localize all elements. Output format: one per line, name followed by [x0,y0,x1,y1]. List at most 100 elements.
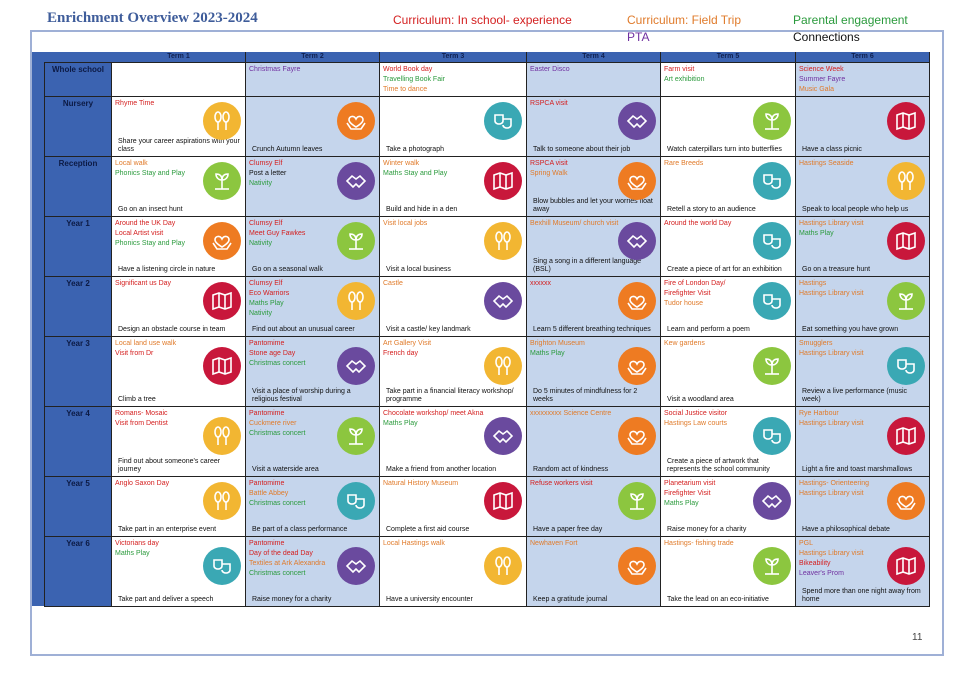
event-line: Nativity [249,240,272,247]
event-line: Winter walk [383,160,420,167]
event-line: Tudor house [664,300,704,307]
theatre-masks-icon [337,482,375,520]
event-line: Hastings Library visit [799,550,864,557]
footprints-icon [484,347,522,385]
event-line: Hastings Library visit [799,350,864,357]
event-line: Hastings- fishing trade [664,540,734,547]
activity-text: Take part and deliver a speech [118,596,214,603]
activity-text: Build and hide in a den [386,206,458,213]
page-frame [30,30,944,656]
event-line: xxxxxx [530,280,551,287]
event-line: Pantomime [249,540,285,547]
activity-text: Create a piece of artwork that represent… [667,458,770,473]
table-cell: Newhaven Fort Keep a gratitude journal [527,537,661,607]
table-cell: Hastings Library visit Maths Play Go on a … [796,217,930,277]
event-line: Art Gallery Visit [383,340,432,347]
table-cell: Significant us Day Design an obstacle cou… [112,277,246,337]
event-line: World Book day [383,66,433,73]
event-line: Science Week [799,66,844,73]
table-cell [112,63,246,97]
seedling-icon [337,222,375,260]
event-line: Bexhill Museum/ church visit [530,220,619,227]
table-cell: Clumsy Elf Eco Warriors Maths Play Nativity… [246,277,380,337]
activity-text: Keep a gratitude journal [533,596,608,603]
activity-text: Have a listening circle in nature [118,266,216,273]
event-line: Clumsy Elf [249,220,283,227]
event-line: Stone age Day [249,350,296,357]
key-item: Parental engagement [793,13,908,27]
activity-text: Visit a castle/ key landmark [386,326,471,333]
activity-text: Complete a first aid course [386,526,470,533]
table-cell: Local land use walk Visit from Dr Climb a … [112,337,246,407]
activity-text: Light a fire and toast marshmallows [802,466,913,473]
table-cell: Hastings Hastings Library visit Eat someth… [796,277,930,337]
event-line: Anglo Saxon Day [115,480,170,487]
key-item: Curriculum: In school- experience [393,13,572,27]
event-line: RSPCA visit [530,160,568,167]
row-header: Reception [44,157,112,217]
activity-text: Retell a story to an audience [667,206,756,213]
handshake-icon [753,482,791,520]
activity-text: Be part of a class performance [252,526,348,533]
table-cell: Castle Visit a castle/ key landmark [380,277,527,337]
event-line: Romans- Mosaic [115,410,168,417]
table-cell: Chocolate workshop/ meet Akna Maths Play M… [380,407,527,477]
term-header: Term 3 [380,52,527,63]
event-line: Local land use walk [115,340,177,347]
event-line: Maths Play [530,350,565,357]
event-line: Local Hastings walk [383,540,445,547]
map-icon [887,102,925,140]
event-line: Significant us Day [115,280,172,287]
activity-text: Raise money for a charity [252,596,332,603]
table-cell: Romans- Mosaic Visit from Dentist Find out… [112,407,246,477]
event-line: Art exhibition [664,76,705,83]
event-line: Local walk [115,160,148,167]
table-cell: Christmas Fayre [246,63,380,97]
term-header: Term 1 [112,52,246,63]
row-header: Nursery [44,97,112,157]
activity-text: Find out about an unusual career [252,326,355,333]
activity-text: Raise money for a charity [667,526,747,533]
activity-text: Go on an insect hunt [118,206,183,213]
handshake-icon [337,347,375,385]
table-cell: Social Justice visitor Hastings Law court… [661,407,796,477]
event-line: Visit from Dentist [115,420,168,427]
activity-text: Have a paper free day [533,526,603,533]
footprints-icon [484,547,522,585]
table-cell: Natural History Museum Complete a first a… [380,477,527,537]
event-line: Hastings Library visit [799,420,864,427]
event-line: Chocolate workshop/ meet Akna [383,410,484,417]
table-cell: Easter Disco [527,63,661,97]
activity-text: Visit a local business [386,266,451,273]
map-icon [484,162,522,200]
handshake-icon [337,547,375,585]
theatre-masks-icon [753,417,791,455]
left-sidebar-band [32,52,44,606]
table-cell: Winter walk Maths Stay and Play Build and … [380,157,527,217]
activity-text: Talk to someone about their job [533,146,631,153]
table-cell: Watch caterpillars turn into butterflies [661,97,796,157]
activity-text: Spend more than one night away from home [802,588,921,603]
page-title: Enrichment Overview 2023-2024 [47,10,258,26]
handshake-icon [337,162,375,200]
table-corner [44,52,112,63]
event-line: French day [383,350,419,357]
table-cell: Pantomime Day of the dead Day Textiles at … [246,537,380,607]
table-cell: Victorians day Maths Play Take part and de… [112,537,246,607]
event-line: Firefighter Visit [664,490,711,497]
event-line: Meet Guy Fawkes [249,230,306,237]
event-line: Pantomime [249,480,285,487]
activity-text: Go on a seasonal walk [252,266,323,273]
activity-text: Visit a place of worship during a religi… [252,388,351,403]
key-item: Connections [793,30,860,44]
event-line: Around the UK Day [115,220,176,227]
table-cell: Art Gallery Visit French day Take part in … [380,337,527,407]
activity-text: Take a photograph [386,146,444,153]
activity-text: Do 5 minutes of mindfulness for 2 weeks [533,388,638,403]
activity-text: Crunch Autumn leaves [252,146,323,153]
table-cell: Have a class picnic [796,97,930,157]
row-header: Year 4 [44,407,112,477]
heart-hands-icon [618,162,656,200]
table-cell: Anglo Saxon Day Take part in an enterpris… [112,477,246,537]
seedling-icon [753,547,791,585]
